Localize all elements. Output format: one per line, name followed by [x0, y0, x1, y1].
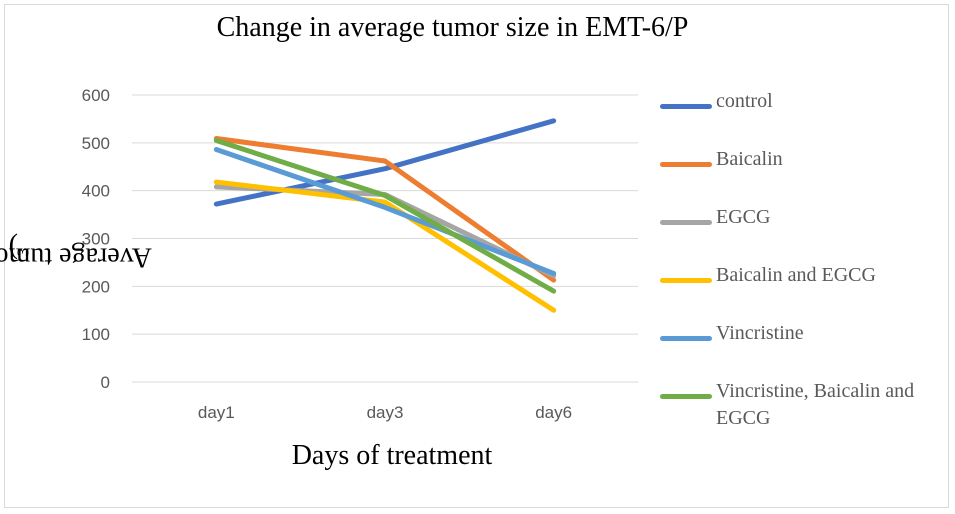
y-tick-label: 300: [82, 230, 110, 249]
series-line-1: [213, 136, 557, 283]
legend-item: Vincristine, Baicalin and EGCG: [660, 378, 946, 432]
series-line-5: [213, 137, 557, 294]
legend-item: Baicalin and EGCG: [660, 262, 946, 289]
series-line-3: [213, 179, 557, 313]
legend-label: control: [716, 90, 773, 112]
legend-item: Vincristine: [660, 320, 946, 347]
legend-label: Vincristine: [716, 322, 804, 344]
legend-label: Baicalin and EGCG: [716, 264, 876, 286]
legend-label: Baicalin: [716, 148, 783, 170]
x-axis-label: Days of treatment: [291, 440, 493, 471]
y-tick-label: 600: [82, 86, 110, 105]
legend-item: Baicalin: [660, 146, 946, 173]
x-tick-label: day3: [367, 403, 404, 422]
y-tick-label: 0: [101, 373, 110, 392]
x-tick-label: day6: [535, 403, 572, 422]
series-line-0: [213, 118, 557, 207]
x-tick-label: day1: [198, 403, 235, 422]
legend-item: control: [660, 88, 946, 115]
y-tick-label: 400: [82, 182, 110, 201]
legend-label: Vincristine, Baicalin and EGCG: [716, 380, 915, 429]
legend-swatch: [660, 220, 712, 225]
series-line-4: [213, 147, 557, 276]
legend-swatch: [660, 278, 712, 283]
y-tick-label: 200: [82, 277, 110, 296]
y-tick-label: 100: [82, 325, 110, 344]
legend-label: EGCG: [716, 206, 771, 228]
legend-swatch: [660, 104, 712, 109]
legend-swatch: [660, 394, 712, 399]
legend-swatch: [660, 162, 712, 167]
y-tick-label: 500: [82, 134, 110, 153]
legend-item: EGCG: [660, 204, 946, 231]
chart-frame: [4, 4, 949, 508]
legend-swatch: [660, 336, 712, 341]
chart-title: Change in average tumor size in EMT-6/P: [216, 12, 689, 43]
